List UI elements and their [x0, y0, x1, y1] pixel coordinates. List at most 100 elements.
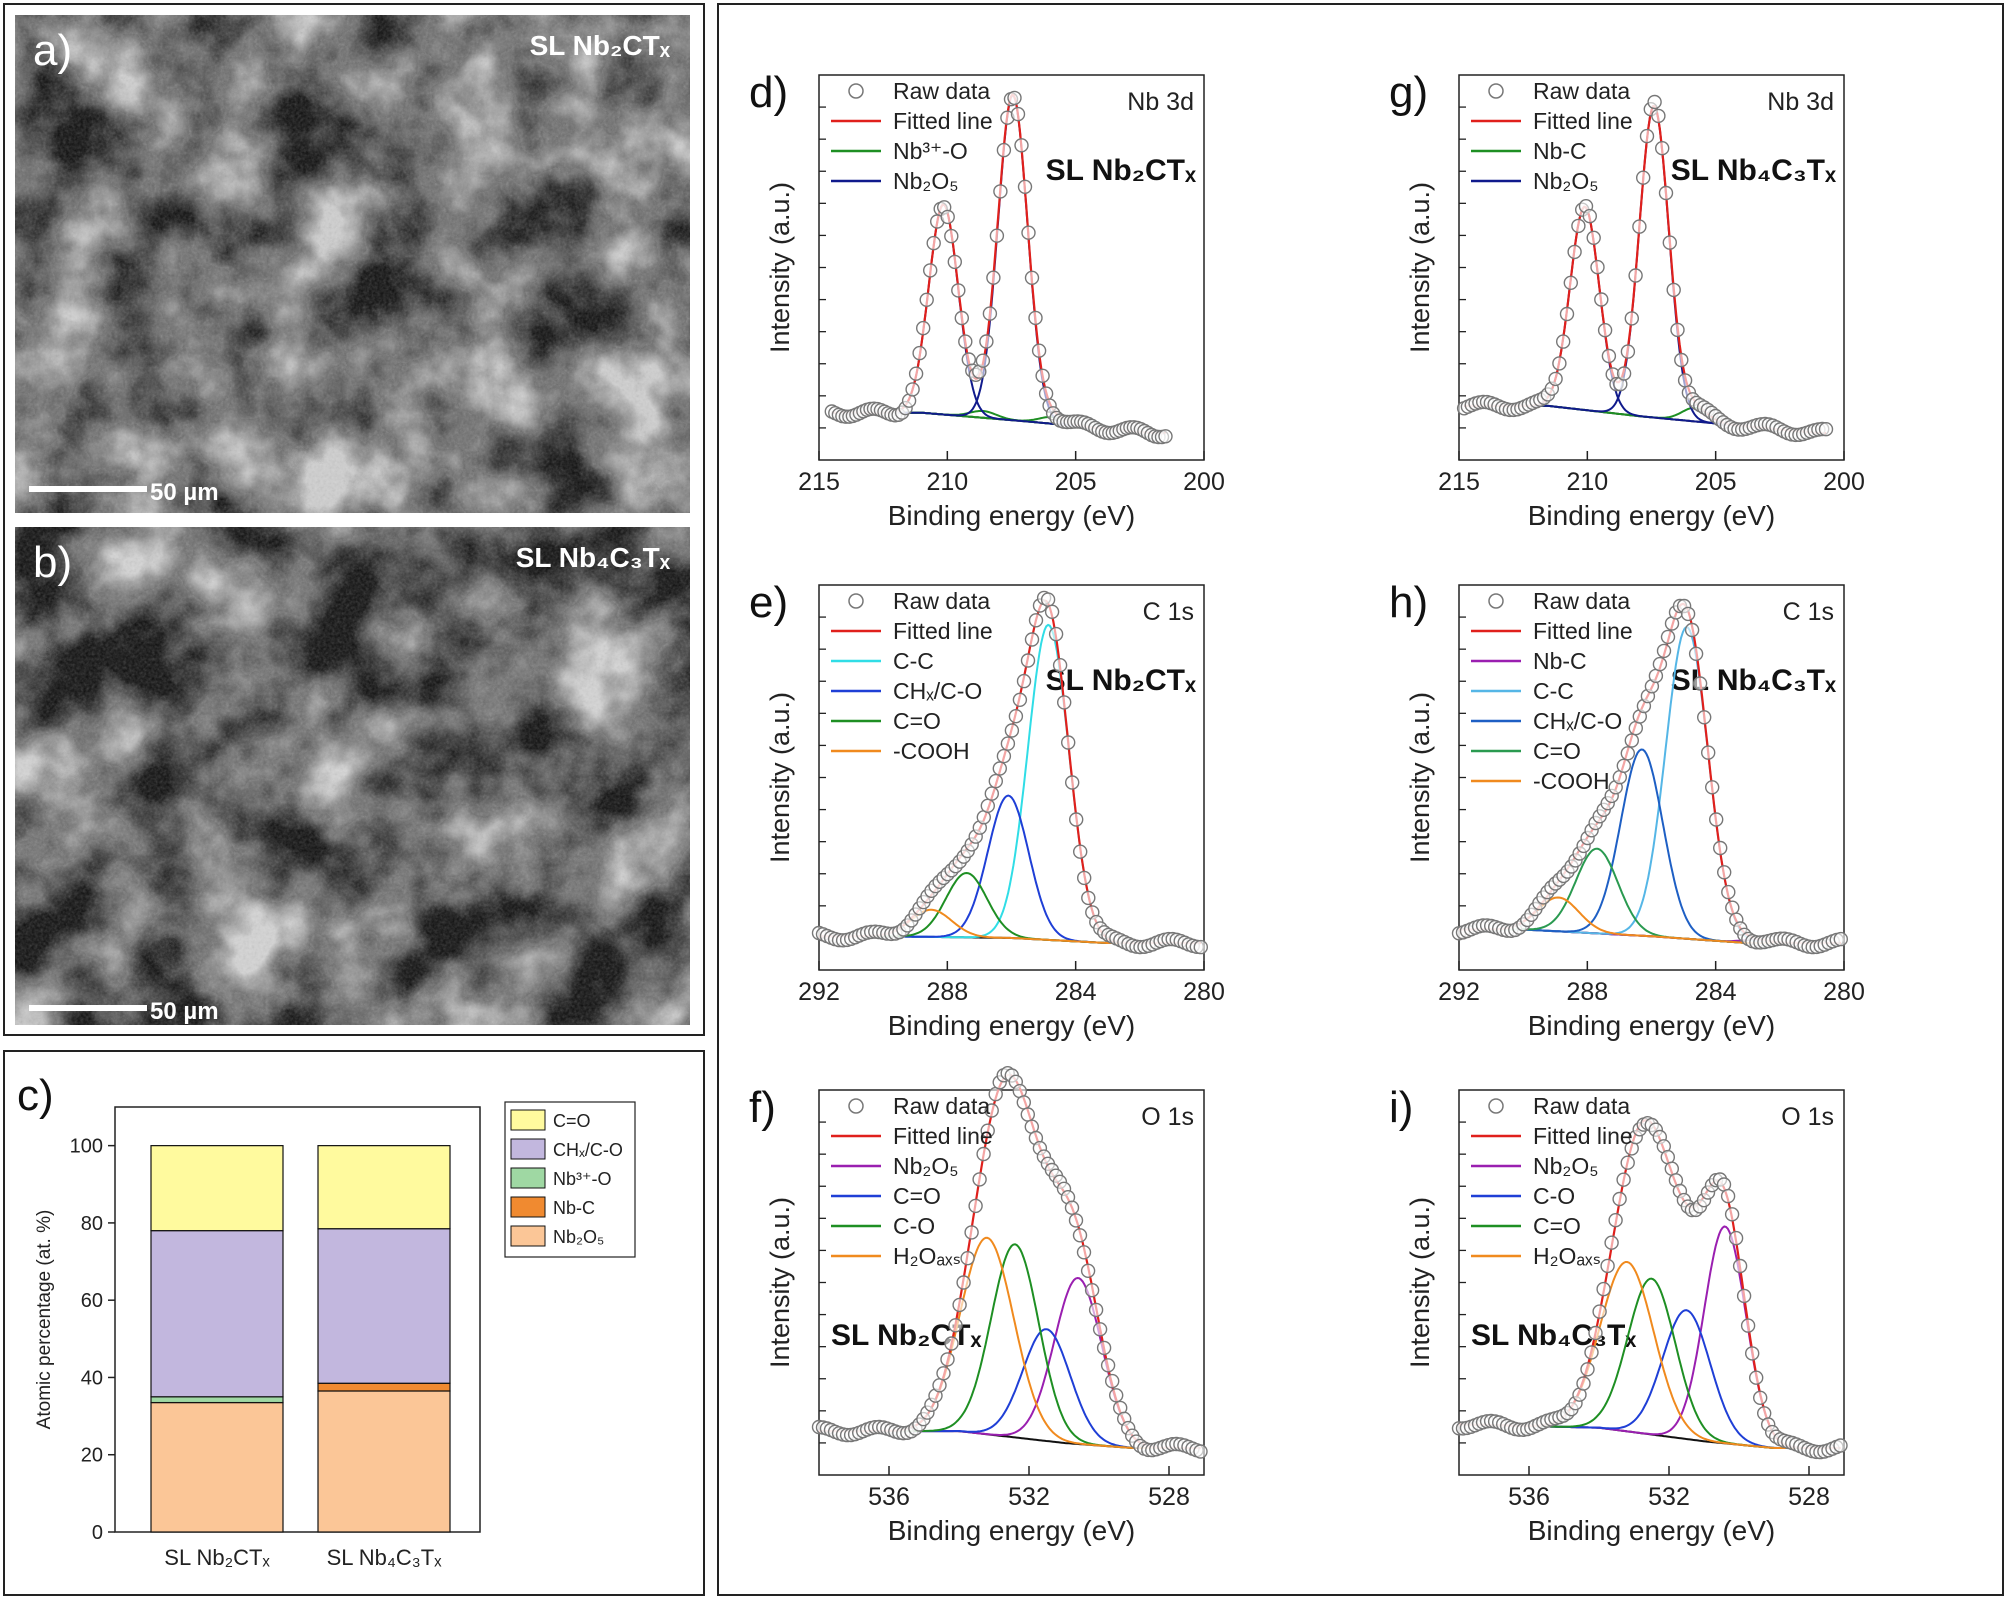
raw-data-point	[1684, 622, 1700, 638]
raw-data-point	[1601, 348, 1617, 364]
raw-data-point	[1584, 1345, 1599, 1360]
raw-data-point	[976, 1146, 991, 1162]
raw-data-point	[1647, 94, 1662, 110]
raw-data-point	[1052, 658, 1068, 673]
raw-data-point	[1648, 668, 1664, 684]
raw-data-point	[1016, 1095, 1031, 1110]
scale-bar-b	[29, 1005, 147, 1011]
raw-data-point	[1105, 1373, 1120, 1389]
raw-data-point	[1000, 736, 1016, 751]
legend-label: Fitted line	[893, 618, 993, 644]
raw-data-point	[1748, 1370, 1764, 1385]
xps-chart-g: 215 210 205 200 Binding energy (eV) Intensity…	[1389, 68, 1865, 531]
xps-chart-h: 292 288 284 280 Binding energy (eV) Intensity…	[1389, 578, 1865, 1041]
bar-segment-NbO	[150, 1401, 284, 1533]
raw-data-point	[1076, 1245, 1092, 1260]
y-tick-label: 40	[81, 1367, 103, 1389]
raw-data-point	[1624, 733, 1639, 748]
raw-data-point	[951, 283, 966, 298]
sample-label: SL Nb₄C₃Tₓ	[1671, 154, 1837, 187]
legend-label: Nb-C	[1533, 138, 1587, 164]
raw-data-point	[1596, 1281, 1611, 1297]
legend-label: Nb-C	[553, 1198, 595, 1218]
raw-data-point	[1639, 128, 1655, 144]
legend-label: Raw data	[1533, 1093, 1630, 1119]
raw-data-point	[964, 1225, 979, 1240]
legend-label: Nb₂O₅	[1533, 168, 1599, 194]
raw-data-point	[1721, 884, 1736, 900]
raw-data-point	[1833, 931, 1849, 947]
region-label: C 1s	[1143, 598, 1194, 626]
raw-data-point	[968, 1198, 983, 1214]
raw-data-point	[1732, 1258, 1748, 1274]
xps-panel-frame	[717, 3, 2004, 1596]
raw-data-point	[1660, 629, 1676, 645]
x-axis-label: Binding energy (eV)	[1528, 1515, 1775, 1546]
raw-data-point	[1597, 323, 1613, 338]
bar-plot-frame	[114, 1106, 481, 1533]
raw-data-point	[912, 345, 927, 361]
tem-sample-label-a: SL Nb₂CTₓ	[530, 30, 671, 61]
tem-sample-label-b: SL Nb₄C₃Tₓ	[516, 542, 671, 573]
legend-label: C-C	[1533, 678, 1574, 704]
x-tick-label: 532	[1648, 1483, 1690, 1511]
raw-data-point	[1720, 1188, 1736, 1204]
raw-data-point	[947, 254, 963, 270]
legend-label: C=O	[1533, 1213, 1581, 1239]
raw-data-point	[1592, 1304, 1607, 1319]
raw-data-point	[1652, 656, 1668, 672]
legend-label: C-O	[893, 1213, 935, 1239]
bar-segment-CHCO	[150, 1230, 284, 1398]
legend-label: H₂Oₐₓₛ	[893, 1243, 961, 1269]
raw-data-point	[1616, 758, 1631, 773]
panel-letter-c: c)	[17, 1071, 54, 1120]
raw-data-point	[1701, 745, 1716, 760]
raw-data-point	[1548, 371, 1563, 387]
y-axis-label: Atomic percentage (at. %)	[34, 1210, 55, 1430]
x-axis-label: Binding energy (eV)	[888, 1515, 1135, 1546]
tem-micrograph-a: a) SL Nb₂CTₓ 50 µm	[15, 15, 690, 513]
raw-data-point	[996, 142, 1012, 158]
component-peak-Nb2O53d32	[1464, 205, 1826, 435]
raw-data-point	[1588, 1325, 1603, 1341]
raw-data-point	[1674, 352, 1689, 368]
raw-data-point	[1057, 695, 1072, 710]
raw-data-point	[1576, 1376, 1591, 1391]
bar-segment-CO	[150, 1145, 284, 1232]
raw-data-point	[1740, 1318, 1756, 1333]
legend-label: Raw data	[893, 588, 990, 614]
raw-data-point	[989, 228, 1005, 243]
raw-data-point	[1680, 606, 1696, 622]
raw-data-point	[1031, 343, 1047, 358]
raw-data-point	[1559, 306, 1575, 322]
legend-label: CHₓ/C-O	[893, 678, 982, 704]
raw-data-point	[1692, 676, 1708, 691]
legend-label: Raw data	[1533, 588, 1630, 614]
raw-data-point	[982, 306, 998, 321]
region-label: O 1s	[1781, 1103, 1834, 1131]
tem-panel-frame	[3, 3, 705, 1036]
raw-data-point	[940, 209, 955, 225]
x-tick-label: 210	[926, 468, 968, 496]
bar-chart-frame	[3, 1050, 705, 1596]
raw-data-point	[1065, 775, 1080, 790]
raw-data-point	[1656, 643, 1672, 659]
fitted-line	[1458, 1118, 1841, 1450]
panel-letter-b: b)	[33, 538, 72, 587]
raw-data-point	[1024, 632, 1040, 647]
panel-letter-a: a)	[33, 26, 72, 75]
bar-segment-NbO	[150, 1396, 284, 1404]
legend-label: Nb-C	[1533, 648, 1587, 674]
raw-data-point	[1048, 626, 1064, 642]
component-peak-CHxCO	[1459, 748, 1841, 944]
raw-data-point	[1020, 1107, 1035, 1122]
x-tick-label: 280	[1183, 978, 1225, 1006]
raw-data-point	[1044, 604, 1060, 619]
xps-chart-e: 292 288 284 280 Binding energy (eV) Intensity…	[749, 578, 1225, 1041]
raw-data-point	[944, 1336, 959, 1351]
y-tick-label: 20	[81, 1445, 103, 1467]
raw-data-point	[980, 1123, 995, 1138]
region-label: Nb 3d	[1127, 88, 1194, 116]
raw-data-point	[1620, 746, 1635, 761]
raw-data-point	[1705, 780, 1720, 795]
